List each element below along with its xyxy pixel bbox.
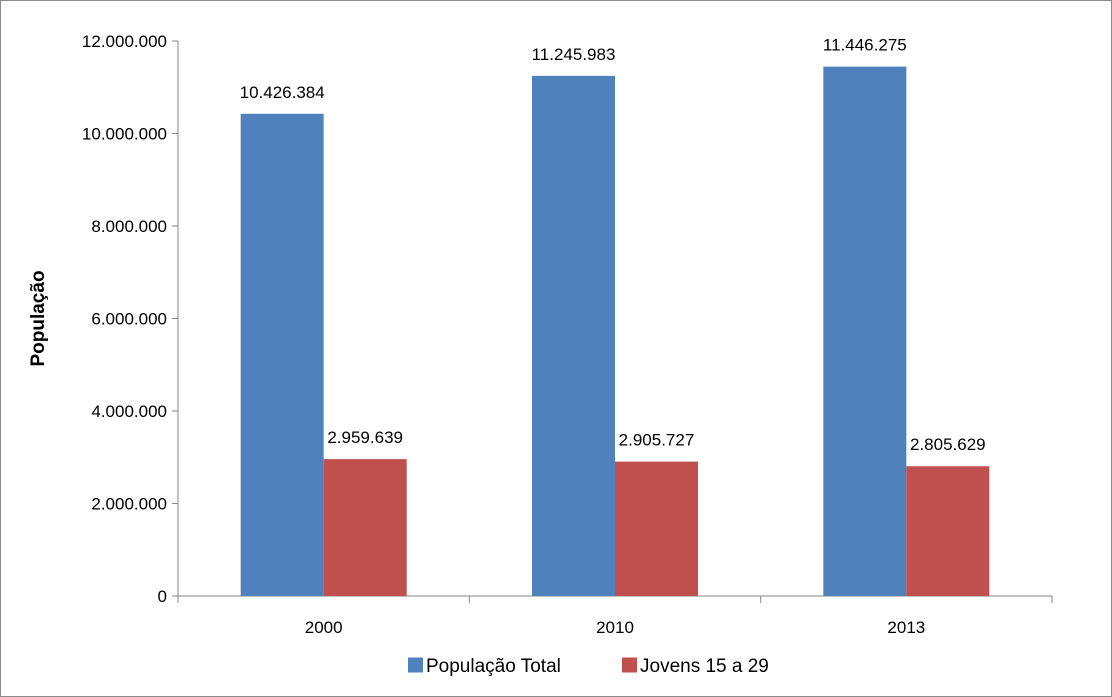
bar [240,113,324,597]
x-tick-label: 2013 [887,618,925,637]
bar [615,461,698,596]
bar-value-label: 10.426.384 [240,83,325,102]
y-tick-label: 6.000.000 [91,310,167,329]
data-labels: 10.426.384 2.959.639 11.245.983 2.905.727 11… [240,36,986,455]
bar [823,66,907,596]
y-axis-title-group: População [28,270,49,366]
bar-value-label: 2.905.727 [619,431,695,450]
y-tick-label: 4.000.000 [91,402,167,421]
bar [323,459,407,596]
bar-value-label: 2.959.639 [327,428,403,447]
y-tick-label: 10.000.000 [82,125,167,144]
y-tick-label: 0 [158,587,167,606]
x-tick-label: 2010 [596,618,634,637]
y-axis-title: População [28,270,49,366]
y-ticks: 0 2.000.000 4.000.000 6.000.000 8.000.000 10.… [82,32,178,606]
legend-label: Jovens 15 a 29 [640,656,769,677]
x-ticks: 2000 2010 2013 [177,596,1053,637]
y-tick-label: 8.000.000 [91,217,167,236]
bar-value-label: 11.245.983 [532,45,616,64]
legend-label: População Total [426,656,561,677]
bar [532,75,615,596]
bar-value-label: 2.805.629 [910,435,986,454]
y-tick-label: 2.000.000 [91,495,167,514]
legend-swatch [622,657,637,673]
bar-value-label: 11.446.275 [823,36,907,55]
legend: População Total Jovens 15 a 29 [408,656,769,677]
legend-swatch [408,657,423,673]
bar [906,466,990,596]
y-tick-label: 12.000.000 [82,32,167,51]
bars [240,66,990,597]
x-tick-label: 2000 [305,618,343,637]
